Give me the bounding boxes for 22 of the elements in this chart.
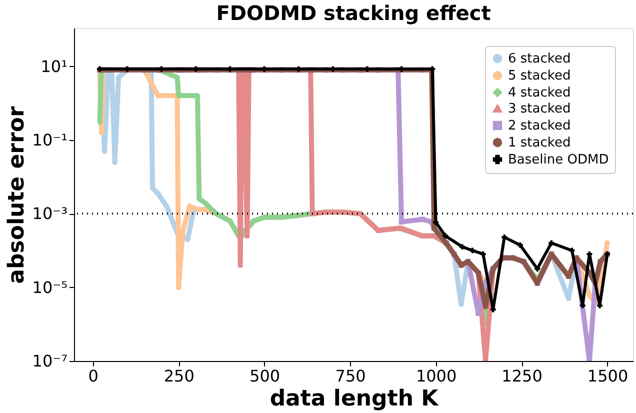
y-tick-label: 10¹ (40, 56, 68, 76)
y-tick-label: 10⁻¹ (32, 130, 68, 150)
y-axis-title: absolute error (4, 106, 30, 284)
x-tick-label: 1500 (587, 366, 628, 386)
legend-label: 1 stacked (508, 136, 571, 150)
x-tick-label: 250 (164, 366, 194, 386)
x-tick-label: 750 (335, 366, 366, 386)
x-tick-label: 500 (250, 366, 280, 386)
y-tick-label: 10⁻⁵ (32, 278, 68, 297)
x-tick-label: 1000 (416, 366, 457, 386)
legend-label: 4 stacked (508, 86, 571, 100)
chart-title: FDODMD stacking effect (216, 1, 492, 25)
legend-label: 2 stacked (508, 118, 571, 134)
legend-label: 3 stacked (508, 102, 571, 116)
x-axis-title: data length K (270, 386, 440, 412)
legend-label: 5 stacked (508, 68, 571, 84)
x-tick-label: 1250 (502, 366, 542, 386)
y-tick-label: 10⁻³ (32, 204, 68, 224)
x-tick-label: 0 (88, 366, 98, 386)
legend-label: Baseline ODMD (508, 152, 609, 168)
y-tick-label: 10⁻⁷ (32, 352, 68, 370)
legend-label: 6 stacked (508, 52, 571, 66)
